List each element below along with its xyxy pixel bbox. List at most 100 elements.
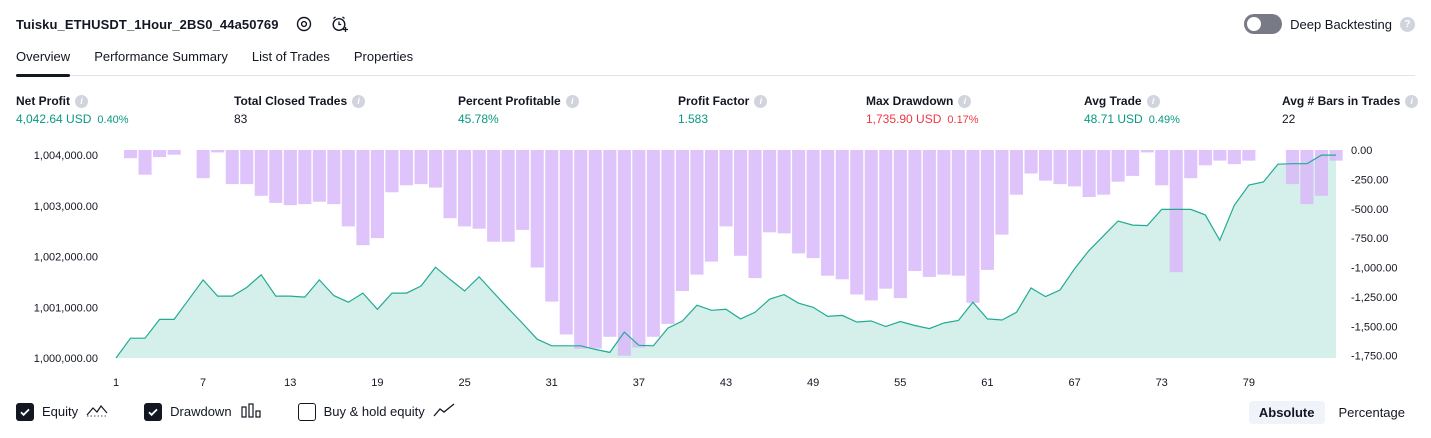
y-right-tick-label: -750.00: [1351, 233, 1388, 245]
drawdown-bar: [1184, 150, 1198, 179]
drawdown-bar: [574, 150, 588, 349]
info-icon[interactable]: i: [565, 94, 579, 108]
metric-value: 83: [234, 112, 248, 126]
legend-equity-label: Equity: [42, 404, 79, 419]
x-tick-label: 43: [720, 377, 732, 389]
drawdown-bar: [399, 150, 413, 186]
drawdown-bar: [225, 150, 239, 185]
drawdown-bar: [283, 150, 297, 206]
x-tick-label: 7: [200, 377, 206, 389]
drawdown-bar: [429, 150, 443, 188]
drawdown-bar: [1082, 150, 1096, 197]
x-tick-label: 61: [981, 377, 993, 389]
drawdown-bar: [1053, 150, 1067, 185]
metric-percent-profitable: Percent Profitable i 45.78%: [458, 94, 579, 126]
drawdown-bar: [269, 150, 283, 203]
drawdown-bar: [922, 150, 936, 277]
metric-avg-trade: Avg Trade i 48.71 USD 0.49%: [1084, 94, 1180, 126]
y-left-tick-label: 1,001,000.00: [34, 302, 98, 314]
y-left-tick-label: 1,000,000.00: [34, 353, 98, 365]
absolute-button[interactable]: Absolute: [1248, 401, 1325, 424]
drawdown-bar: [516, 150, 530, 230]
settings-icon[interactable]: [293, 13, 315, 35]
drawdown-bar: [646, 150, 660, 337]
metric-value: 4,042.64 USD: [16, 112, 92, 126]
metric-label: Avg Trade: [1084, 94, 1142, 108]
metric-value: 45.78%: [458, 112, 499, 126]
x-tick-label: 25: [458, 377, 470, 389]
metric-value: 1.583: [678, 112, 709, 126]
drawdown-bar: [472, 150, 486, 229]
metric-label: Profit Factor: [678, 94, 750, 108]
metric-value: 1,735.90 USD: [866, 112, 942, 126]
drawdown-bar: [748, 150, 762, 279]
metric-sub-value: 0.17%: [947, 114, 979, 126]
drawdown-bar: [240, 150, 254, 185]
tab-properties[interactable]: Properties: [353, 49, 414, 64]
drawdown-bar: [690, 150, 704, 275]
info-icon[interactable]: i: [352, 94, 366, 108]
checkbox-checked-icon[interactable]: [16, 402, 34, 421]
y-left-tick-label: 1,004,000.00: [34, 150, 98, 162]
info-icon[interactable]: i: [958, 94, 972, 108]
drawdown-bar: [370, 150, 384, 239]
add-alert-icon[interactable]: [329, 13, 351, 35]
info-icon[interactable]: i: [1146, 94, 1160, 108]
drawdown-bar: [835, 150, 849, 280]
drawdown-bar: [603, 150, 617, 337]
info-icon[interactable]: i: [754, 94, 768, 108]
info-icon[interactable]: i: [75, 94, 88, 108]
metric-total-closed-trades: Total Closed Trades i 83: [234, 94, 366, 126]
tab-overview[interactable]: Overview: [16, 46, 71, 77]
drawdown-bar: [1068, 150, 1082, 187]
metrics-row: Net Profit i 4,042.64 USD 0.40% Total Clos…: [16, 94, 1419, 130]
drawdown-bar: [1097, 150, 1111, 195]
legend-buy-hold-label: Buy & hold equity: [323, 404, 425, 419]
legend-equity[interactable]: Equity: [16, 402, 108, 421]
drawdown-bar: [1169, 150, 1183, 273]
drawdown-bar: [893, 150, 907, 299]
drawdown-bar: [937, 150, 951, 275]
deep-backtesting-toggle[interactable]: [1244, 14, 1283, 34]
drawdown-bar: [1155, 150, 1169, 186]
drawdown-bar: [719, 150, 733, 227]
legend-buy-hold[interactable]: Buy & hold equity: [297, 402, 455, 421]
drawdown-bar: [298, 150, 312, 205]
y-right-tick-label: -500.00: [1351, 204, 1388, 216]
x-tick-label: 79: [1243, 377, 1255, 389]
equity-line-icon: [86, 402, 108, 421]
drawdown-bar: [980, 150, 994, 270]
drawdown-bar: [530, 150, 544, 268]
y-right-tick-label: -250.00: [1351, 174, 1388, 186]
y-right-tick-label: -1,500.00: [1351, 321, 1397, 333]
drawdown-bar: [1329, 150, 1343, 161]
y-left-tick-label: 1,002,000.00: [34, 252, 98, 264]
tab-performance-summary[interactable]: Performance Summary: [94, 49, 228, 64]
metric-label: Avg # Bars in Trades: [1282, 94, 1401, 108]
drawdown-bar: [356, 150, 370, 246]
checkbox-checked-icon[interactable]: [144, 402, 163, 421]
drawdown-bar: [879, 150, 893, 289]
drawdown-bar: [908, 150, 922, 271]
info-icon[interactable]: i: [1405, 94, 1419, 108]
percentage-button[interactable]: Percentage: [1338, 405, 1406, 420]
drawdown-bar: [675, 150, 689, 291]
tab-bar: Overview Performance Summary List of Tra…: [16, 46, 1415, 77]
y-right-tick-label: -1,750.00: [1351, 351, 1397, 363]
checkbox-unchecked-icon[interactable]: [297, 402, 316, 421]
drawdown-bar: [138, 150, 152, 175]
legend-drawdown[interactable]: Drawdown: [144, 402, 261, 421]
equity-area: [116, 155, 1336, 358]
drawdown-bar: [341, 150, 355, 227]
metric-net-profit: Net Profit i 4,042.64 USD 0.40%: [16, 94, 129, 126]
tab-list-of-trades[interactable]: List of Trades: [251, 49, 330, 64]
help-icon[interactable]: ?: [1400, 16, 1415, 32]
y-right-tick-label: -1,250.00: [1351, 292, 1397, 304]
deep-backtesting-label: Deep Backtesting: [1290, 16, 1392, 32]
x-tick-label: 19: [371, 377, 383, 389]
strategy-header: Tuisku_ETHUSDT_1Hour_2BS0_44a50769: [16, 12, 351, 36]
buy-hold-line-icon: [433, 402, 455, 421]
drawdown-bar: [443, 150, 457, 219]
drawdown-bar: [821, 150, 835, 276]
x-tick-label: 67: [1068, 377, 1080, 389]
